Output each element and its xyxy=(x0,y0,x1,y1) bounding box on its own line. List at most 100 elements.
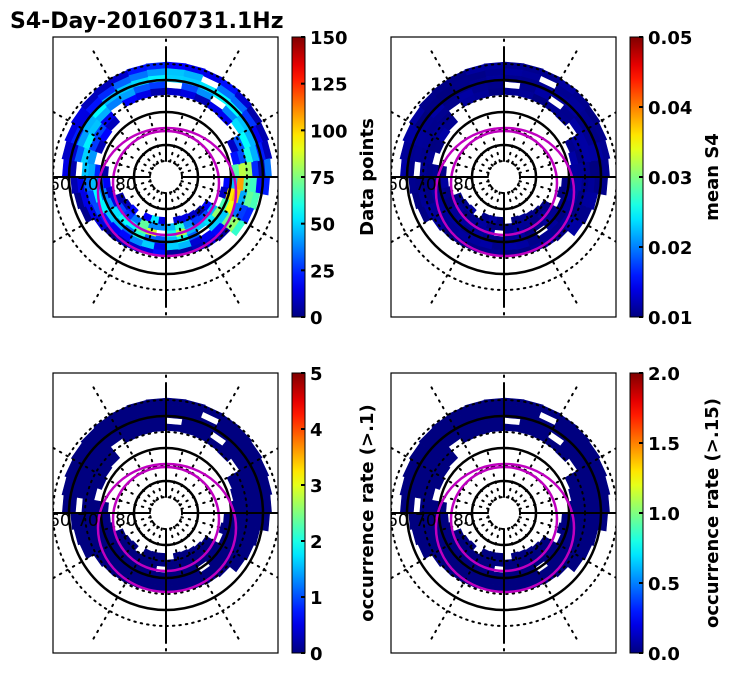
dotted-meridian xyxy=(391,184,492,244)
dotted-meridian-inner xyxy=(507,449,522,499)
dotted-meridian-inner xyxy=(440,159,490,174)
heatmap-bin xyxy=(135,425,153,437)
heatmap-bin xyxy=(440,176,449,189)
colorbar-tick-label: 0 xyxy=(310,308,323,329)
heatmap-bin xyxy=(98,463,113,479)
plot-area: 60 70 80 xyxy=(53,37,278,317)
latitude-label: 80 xyxy=(453,175,475,195)
dotted-meridian-inner xyxy=(440,495,490,510)
dotted-meridian-inner xyxy=(518,516,568,531)
dotted-meridian xyxy=(173,382,242,501)
axes-frame xyxy=(52,36,279,318)
heatmap-bin xyxy=(554,446,571,463)
dotted-meridian xyxy=(516,447,616,506)
heatmap-bin xyxy=(510,551,521,561)
latitude-label: 80 xyxy=(453,511,475,531)
plot-area: 60 70 80 xyxy=(53,373,278,653)
colorbar-tick-label: 4 xyxy=(310,420,323,441)
dotted-meridian xyxy=(173,189,242,308)
heatmap-bin xyxy=(487,550,498,560)
heatmap-bin xyxy=(436,127,451,143)
panel-top-left: 60 70 80 0 25 50 75 100 125 150 Data points xyxy=(52,28,378,329)
dotted-meridian-inner xyxy=(457,523,494,560)
dotted-meridian-inner xyxy=(119,130,156,167)
dotted-meridian-inner xyxy=(514,187,551,224)
heatmap-bin xyxy=(436,463,451,479)
dotted-meridian-inner xyxy=(518,495,568,510)
heatmap-bin xyxy=(105,116,121,132)
colorbar-tick-label: 0.02 xyxy=(648,238,692,259)
dotted-meridian-inner xyxy=(486,191,501,241)
axes-frame xyxy=(390,36,617,318)
latitude-label: 70 xyxy=(415,175,437,195)
dotted-meridian xyxy=(178,520,278,579)
heatmap-bin xyxy=(556,522,567,535)
dotted-meridian xyxy=(516,111,616,170)
dotted-meridian-inner xyxy=(148,449,163,499)
heatmap-bin xyxy=(503,87,520,96)
heatmap-bin xyxy=(149,214,160,224)
dotted-meridian-inner xyxy=(148,527,163,577)
dotted-meridian xyxy=(511,382,580,501)
dotted-meridian-inner xyxy=(169,449,184,499)
colorbar-tick-label: 25 xyxy=(310,261,335,282)
dotted-meridian xyxy=(428,46,497,165)
plot-area: 60 70 80 xyxy=(391,37,616,317)
latitude-label: 70 xyxy=(77,175,99,195)
panel-bottom-left: 60 70 80 0 1 2 3 4 5 occurrence rate (>.1) xyxy=(52,364,378,665)
heatmap-bin xyxy=(165,87,182,96)
dotted-meridian xyxy=(391,110,492,170)
panel-bottom-right: 60 70 80 0.0 0.5 1.0 1.5 2.0 occurrence rate (>.… xyxy=(390,364,723,665)
dotted-meridian xyxy=(53,184,154,244)
dotted-meridian xyxy=(428,525,497,644)
panel-top-right: 60 70 80 0.01 0.02 0.03 0.04 0.05 mean S4 xyxy=(390,28,723,329)
heatmap-bin xyxy=(172,551,183,561)
dotted-meridian xyxy=(53,446,154,506)
dotted-meridian-inner xyxy=(518,159,568,174)
colorbar-label: mean S4 xyxy=(702,133,723,221)
dotted-meridian xyxy=(391,520,492,580)
dotted-meridian xyxy=(391,446,492,506)
dotted-meridian xyxy=(53,110,154,170)
dotted-meridian-inner xyxy=(440,180,490,195)
heatmap-bin xyxy=(165,423,182,432)
dotted-meridian-inner xyxy=(457,130,494,167)
colorbar: 0.01 0.02 0.03 0.04 0.05 mean S4 xyxy=(629,28,723,329)
heatmap-bin xyxy=(503,423,520,432)
heatmap-bin xyxy=(102,512,111,525)
heatmap-bin xyxy=(556,186,567,199)
dotted-meridian-inner xyxy=(169,113,184,163)
dotted-meridian-inner xyxy=(119,466,156,503)
heatmap-bin xyxy=(218,186,229,199)
heatmap-bin xyxy=(216,446,233,463)
heatmap-bin xyxy=(488,423,505,433)
colorbar-tick-label: 100 xyxy=(310,121,348,142)
dotted-meridian-inner xyxy=(169,527,184,577)
dotted-meridian-inner xyxy=(176,523,213,560)
dotted-meridian-inner xyxy=(119,187,156,224)
colorbar-tick-label: 5 xyxy=(310,364,323,385)
dotted-meridian-inner xyxy=(507,191,522,241)
dotted-meridian-inner xyxy=(102,159,152,174)
colorbar: 0 1 2 3 4 5 occurrence rate (>.1) xyxy=(291,364,378,665)
colorbar-tick-label: 125 xyxy=(310,75,348,96)
heatmap-bin xyxy=(488,87,505,97)
dotted-meridian-inner xyxy=(507,113,522,163)
colorbar-tick-label: 0.04 xyxy=(648,98,692,119)
dotted-meridian-inner xyxy=(518,180,568,195)
dotted-meridian xyxy=(53,520,154,580)
dotted-meridian-inner xyxy=(102,180,152,195)
dotted-meridian xyxy=(428,382,497,501)
heatmap-bin xyxy=(473,89,491,101)
colorbar: 0.0 0.5 1.0 1.5 2.0 occurrence rate (>.15) xyxy=(629,364,723,665)
dotted-meridian-inner xyxy=(486,449,501,499)
dotted-meridian xyxy=(90,189,159,308)
dotted-meridian-inner xyxy=(180,180,230,195)
heatmap-bin xyxy=(135,89,153,101)
axes-frame xyxy=(390,372,617,654)
axes-frame xyxy=(52,372,279,654)
heatmap-bin xyxy=(150,87,167,97)
colorbar-tick-label: 50 xyxy=(310,215,335,236)
dotted-meridian-inner xyxy=(514,523,551,560)
